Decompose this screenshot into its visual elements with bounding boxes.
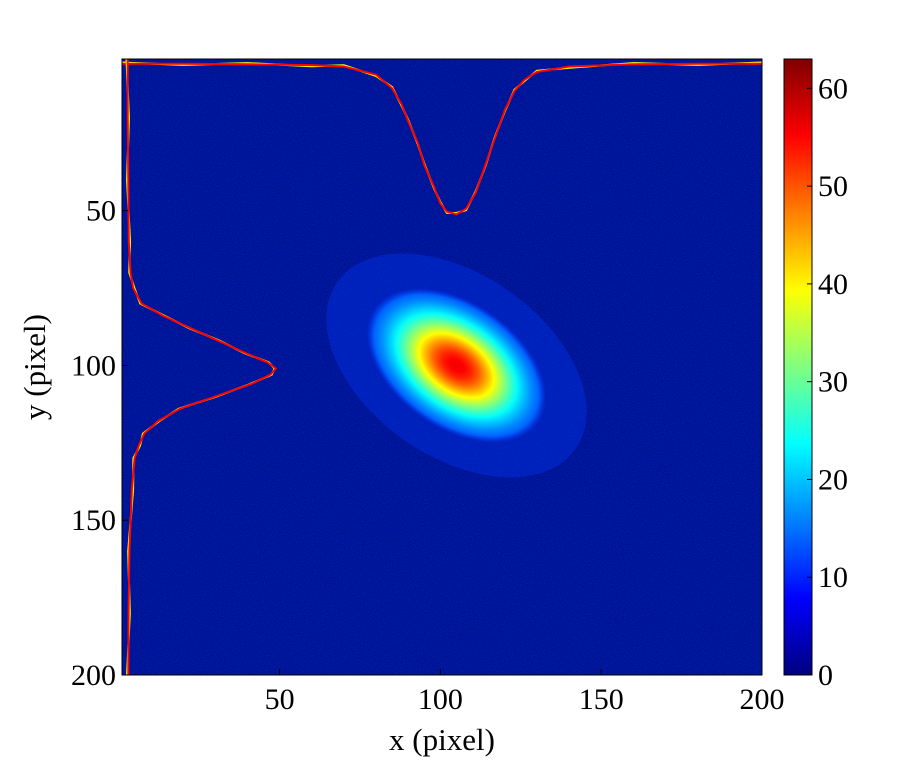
- plot-frame: [121, 58, 763, 676]
- colorbar-tick-label: 30: [818, 366, 848, 399]
- x-tick-label: 100: [418, 683, 463, 716]
- colorbar-tick-label: 10: [818, 561, 848, 594]
- colorbar: 0 10 20 30 40 50 60: [783, 58, 848, 692]
- colorbar-tick-label: 60: [818, 72, 848, 105]
- colorbar-tick-label: 0: [818, 659, 833, 692]
- y-tick-label: 150: [71, 504, 116, 537]
- colorbar-gradient: [783, 58, 813, 676]
- colorbar-tick-label: 40: [818, 268, 848, 301]
- y-axis-label: y (pixel): [17, 314, 52, 420]
- beam-spot: [366, 288, 547, 443]
- x-tick-label: 150: [579, 683, 624, 716]
- x-axis-ticks: 50 100 150 200: [265, 669, 785, 716]
- y-profile-fit: [126, 59, 278, 675]
- y-axis-ticks: 50 100 150 200: [71, 195, 128, 692]
- heatmap-plot-area: [121, 58, 763, 676]
- colorbar-tick-label: 50: [818, 170, 848, 203]
- y-tick-label: 50: [86, 195, 116, 228]
- x-tick-label: 200: [740, 683, 785, 716]
- colorbar-tick-label: 20: [818, 463, 848, 496]
- x-axis-label: x (pixel): [389, 722, 495, 757]
- y-tick-label: 100: [71, 349, 116, 382]
- x-profile-fit: [122, 62, 762, 216]
- x-tick-label: 50: [265, 683, 295, 716]
- colorbar-ticks: 0 10 20 30 40 50 60: [807, 72, 848, 692]
- y-tick-label: 200: [71, 659, 116, 692]
